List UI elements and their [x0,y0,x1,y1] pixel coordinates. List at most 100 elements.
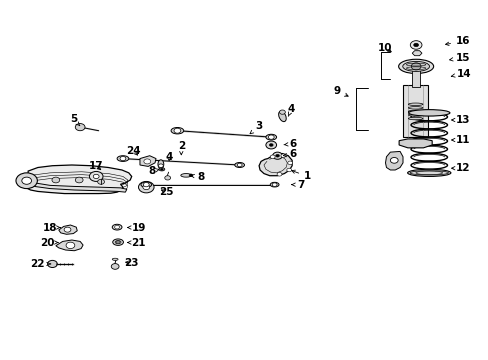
Text: 8: 8 [148,166,159,176]
Text: 4: 4 [165,152,172,162]
Ellipse shape [407,114,422,116]
Text: 1: 1 [291,170,311,181]
Text: 20: 20 [40,238,58,248]
Circle shape [116,241,120,244]
Text: 6: 6 [284,139,296,149]
Text: 21: 21 [127,238,145,248]
Ellipse shape [234,162,244,167]
Ellipse shape [158,160,163,169]
Circle shape [265,141,276,149]
Text: 19: 19 [127,222,145,233]
Text: 7: 7 [291,180,305,190]
Circle shape [64,227,71,232]
Ellipse shape [181,174,191,177]
Circle shape [47,260,57,267]
Circle shape [409,41,421,49]
Text: 25: 25 [159,187,174,197]
Polygon shape [411,51,421,56]
Text: 18: 18 [42,222,60,233]
Circle shape [269,144,273,147]
Text: 15: 15 [448,53,469,63]
Polygon shape [23,165,131,194]
Polygon shape [56,240,83,251]
Polygon shape [140,156,156,166]
Circle shape [237,163,242,167]
Circle shape [189,174,193,177]
Ellipse shape [115,240,121,244]
Text: 17: 17 [89,161,103,171]
Text: 9: 9 [333,86,347,96]
Text: 11: 11 [450,135,469,145]
Text: 24: 24 [126,146,141,156]
Text: 22: 22 [31,259,51,269]
Text: 12: 12 [450,163,469,173]
Ellipse shape [398,59,433,73]
Circle shape [277,172,282,176]
Ellipse shape [117,156,128,161]
Circle shape [98,179,104,184]
Text: 10: 10 [378,43,392,53]
Ellipse shape [113,239,123,246]
Circle shape [66,242,75,249]
Text: 13: 13 [450,115,469,125]
Ellipse shape [407,169,450,176]
Circle shape [22,177,31,184]
Ellipse shape [141,182,151,187]
Polygon shape [398,139,431,148]
Polygon shape [259,154,291,176]
Ellipse shape [265,134,276,140]
Text: 6: 6 [283,149,296,159]
Circle shape [272,183,277,186]
Ellipse shape [112,258,118,260]
Ellipse shape [402,62,428,71]
Circle shape [120,157,125,161]
Circle shape [279,110,285,114]
Bar [411,67,419,87]
Circle shape [89,171,103,181]
Text: 3: 3 [249,121,262,134]
Ellipse shape [407,117,422,120]
Circle shape [111,264,119,269]
Circle shape [158,164,163,167]
Circle shape [164,176,170,180]
Circle shape [174,128,181,133]
Text: 14: 14 [450,68,470,78]
Polygon shape [385,152,402,170]
Circle shape [281,154,285,157]
Circle shape [160,168,163,170]
Circle shape [16,173,37,189]
Ellipse shape [112,224,122,230]
Bar [402,85,427,137]
Circle shape [270,155,275,158]
Polygon shape [30,183,126,192]
Text: 4: 4 [287,104,295,116]
Ellipse shape [278,111,285,122]
Text: 5: 5 [70,114,80,126]
Ellipse shape [407,110,422,113]
Polygon shape [59,225,77,234]
Ellipse shape [407,103,422,105]
Circle shape [115,225,119,229]
Text: 23: 23 [124,258,139,268]
Ellipse shape [159,168,164,171]
Circle shape [75,177,83,183]
Circle shape [93,174,99,179]
Text: 2: 2 [177,141,184,155]
Circle shape [268,135,274,139]
Circle shape [143,183,149,187]
Ellipse shape [407,107,422,109]
Circle shape [286,168,291,172]
Circle shape [287,161,292,165]
Ellipse shape [408,110,449,116]
Circle shape [275,154,279,157]
Text: 8: 8 [190,172,204,182]
Ellipse shape [270,182,279,187]
Circle shape [413,43,418,47]
Circle shape [142,185,149,190]
Circle shape [389,157,397,163]
Circle shape [143,159,150,164]
Circle shape [138,181,154,193]
Circle shape [75,123,85,131]
Circle shape [272,152,282,159]
Circle shape [52,177,60,183]
